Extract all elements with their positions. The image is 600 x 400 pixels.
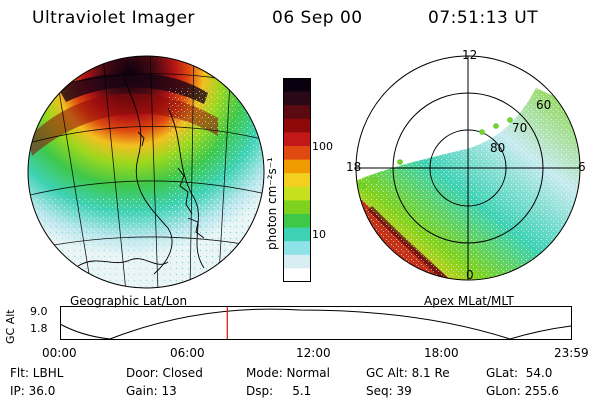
mode-info: Mode: Normal bbox=[246, 366, 330, 380]
colorbar-tick-100: 100 bbox=[312, 140, 333, 153]
geographic-auroral-image bbox=[27, 55, 265, 289]
seq-info: Seq: 39 bbox=[366, 384, 412, 398]
door-info: Door: Closed bbox=[126, 366, 203, 380]
colorbar-swatch bbox=[283, 105, 311, 120]
mlat-label-70: 70 bbox=[512, 121, 528, 135]
orbit-xtick-3: 18:00 bbox=[424, 346, 459, 360]
colorbar-swatch bbox=[283, 118, 311, 133]
orbit-xtick-1: 06:00 bbox=[170, 346, 205, 360]
ip-info: IP: 36.0 bbox=[10, 384, 56, 398]
magnetic-polar-plot bbox=[355, 55, 581, 281]
observation-date: 06 Sep 00 bbox=[272, 8, 363, 28]
gc-alt-info: GC Alt: 8.1 Re bbox=[366, 366, 450, 380]
orbit-xtick-4: 23:59 bbox=[554, 346, 589, 360]
glat-info: GLat: 54.0 bbox=[486, 366, 553, 380]
orbit-xtick-2: 12:00 bbox=[296, 346, 331, 360]
filter-info: Flt: LBHL bbox=[10, 366, 64, 380]
colorbar-swatch bbox=[283, 186, 311, 201]
orbit-ytick-max: 9.0 bbox=[30, 305, 48, 318]
mlt-label-18: 18 bbox=[346, 160, 362, 174]
colorbar-unit-label: photon cm⁻²s⁻¹ bbox=[265, 157, 279, 250]
mlat-label-80: 80 bbox=[490, 141, 506, 155]
colorbar-swatch bbox=[283, 159, 311, 174]
magnetic-caption: Apex MLat/MLT bbox=[424, 294, 514, 308]
colorbar-swatch bbox=[283, 268, 311, 282]
colorbar-swatch bbox=[283, 254, 311, 269]
colorbar-tick-10: 10 bbox=[312, 228, 326, 241]
geographic-caption: Geographic Lat/Lon bbox=[70, 294, 188, 308]
colorbar-swatch bbox=[283, 91, 311, 106]
glon-info: GLon: 255.6 bbox=[486, 384, 559, 398]
colorbar-swatch bbox=[283, 227, 311, 242]
orbit-ytick-min: 1.8 bbox=[30, 322, 48, 335]
mlat-label-60: 60 bbox=[536, 98, 552, 112]
mlt-label-12: 12 bbox=[462, 48, 478, 62]
gain-info: Gain: 13 bbox=[126, 384, 177, 398]
orbit-altitude-plot bbox=[60, 306, 572, 340]
colorbar-swatch bbox=[283, 214, 311, 229]
observation-time: 07:51:13 UT bbox=[428, 8, 539, 28]
orbit-xtick-0: 00:00 bbox=[42, 346, 77, 360]
orbit-ylabel: GC Alt bbox=[4, 309, 17, 344]
colorbar-swatch bbox=[283, 200, 311, 215]
colorbar-swatch bbox=[283, 173, 311, 188]
colorbar-swatch bbox=[283, 132, 311, 147]
colorbar-swatch bbox=[283, 78, 311, 93]
mlt-label-0: 0 bbox=[466, 268, 474, 282]
colorbar-swatch bbox=[283, 241, 311, 256]
colorbar-swatch bbox=[283, 146, 311, 161]
intensity-colorbar bbox=[283, 78, 311, 282]
dsp-info: Dsp: 5.1 bbox=[246, 384, 312, 398]
instrument-title: Ultraviolet Imager bbox=[32, 8, 195, 28]
mlt-label-6: 6 bbox=[578, 160, 586, 174]
